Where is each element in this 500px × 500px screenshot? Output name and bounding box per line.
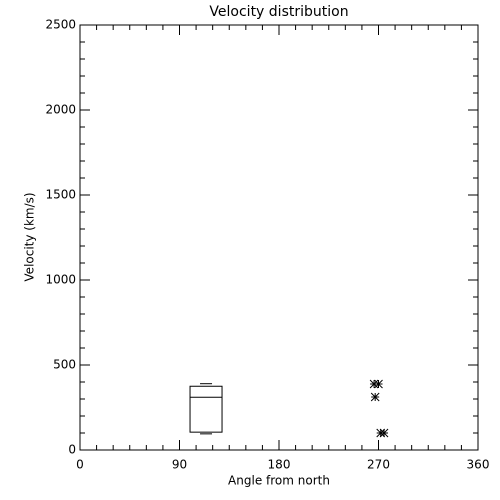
- point: [370, 392, 380, 402]
- point: [369, 379, 379, 389]
- point: [374, 379, 383, 389]
- x-axis-label: Angle from north: [228, 474, 330, 488]
- y-tick-label: 2000: [45, 103, 76, 117]
- y-tick-label: 1000: [45, 273, 76, 287]
- box: [189, 385, 223, 433]
- y-tick-label: 500: [53, 358, 76, 372]
- x-tick-label: 0: [76, 458, 84, 472]
- x-tick-label: 270: [367, 458, 390, 472]
- chart-title: Velocity distribution: [209, 4, 348, 20]
- y-tick-label: 2500: [45, 18, 76, 32]
- x-tick-label: 90: [172, 458, 187, 472]
- y-tick-label: 0: [68, 443, 76, 457]
- point: [379, 428, 389, 438]
- plot-frame: [79, 24, 479, 451]
- y-tick-label: 1500: [45, 188, 76, 202]
- y-axis-label: Velocity (km/s): [23, 192, 37, 281]
- x-tick-label: 360: [467, 458, 490, 472]
- x-tick-label: 180: [268, 458, 291, 472]
